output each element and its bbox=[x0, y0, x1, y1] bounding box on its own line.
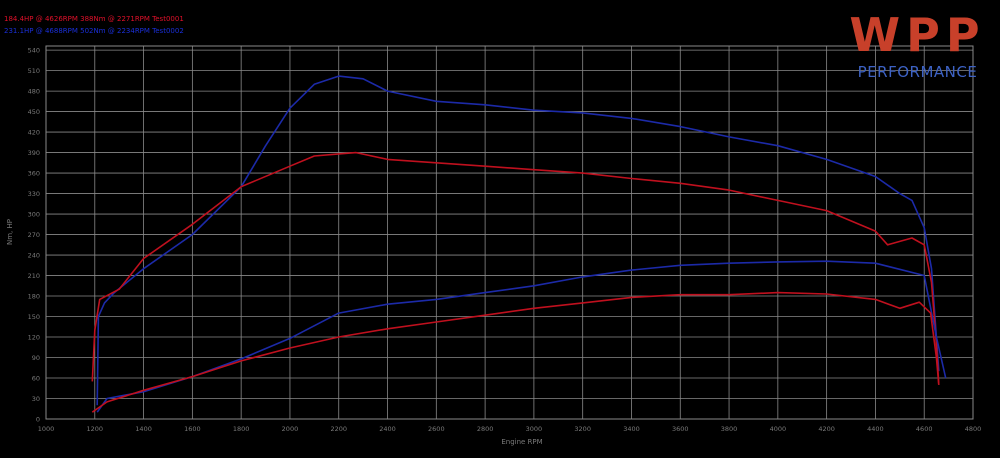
x-tick-label: 1200 bbox=[87, 425, 104, 433]
x-tick-label: 4400 bbox=[867, 425, 884, 433]
y-tick-label: 210 bbox=[28, 272, 40, 280]
x-axis-label: Engine RPM bbox=[501, 438, 542, 446]
x-tick-label: 2600 bbox=[428, 425, 445, 433]
wpp-performance-logo: WPP PERFORMANCE bbox=[845, 10, 990, 82]
x-tick-label: 1000 bbox=[38, 425, 55, 433]
x-tick-label: 1800 bbox=[233, 425, 250, 433]
legend-run-2: 231.1HP @ 4688RPM 502Nm @ 2234RPM Test00… bbox=[4, 27, 184, 35]
y-tick-label: 270 bbox=[28, 231, 40, 239]
y-tick-label: 510 bbox=[28, 67, 40, 75]
x-tick-label: 2800 bbox=[477, 425, 494, 433]
logo-subtitle: PERFORMANCE bbox=[857, 63, 978, 81]
y-tick-label: 390 bbox=[28, 149, 40, 157]
chart-grid bbox=[45, 45, 974, 420]
chart-series bbox=[91, 75, 947, 413]
y-tick-label: 0 bbox=[36, 416, 40, 424]
series-power-red bbox=[91, 291, 940, 413]
y-tick-label: 330 bbox=[28, 190, 40, 198]
y-tick-label: 150 bbox=[28, 313, 40, 321]
x-tick-label: 4000 bbox=[770, 425, 787, 433]
y-tick-label: 90 bbox=[32, 354, 40, 362]
chart-tick-labels: 1000 1200 1400 1600 1800 2000 2200 2400 2600 2800… bbox=[28, 47, 982, 433]
logo-wordmark: WPP bbox=[849, 8, 986, 62]
y-tick-label: 450 bbox=[28, 108, 40, 116]
x-tick-label: 1400 bbox=[135, 425, 152, 433]
y-tick-label: 180 bbox=[28, 293, 40, 301]
y-axis-label: Nm, HP bbox=[6, 219, 14, 245]
y-tick-label: 240 bbox=[28, 252, 40, 260]
x-tick-label: 2000 bbox=[282, 425, 299, 433]
y-tick-label: 300 bbox=[28, 211, 40, 219]
series-torque-blue bbox=[96, 75, 940, 406]
x-tick-label: 3800 bbox=[721, 425, 738, 433]
x-tick-label: 1600 bbox=[184, 425, 201, 433]
x-tick-label: 2200 bbox=[330, 425, 347, 433]
x-tick-label: 4600 bbox=[916, 425, 933, 433]
y-tick-label: 420 bbox=[28, 129, 40, 137]
x-tick-label: 3200 bbox=[574, 425, 591, 433]
plot-frame bbox=[45, 45, 974, 420]
x-tick-label: 3400 bbox=[623, 425, 640, 433]
series-torque-red bbox=[91, 151, 940, 385]
x-tick-label: 2400 bbox=[379, 425, 396, 433]
x-tick-label: 4200 bbox=[818, 425, 835, 433]
y-tick-label: 360 bbox=[28, 170, 40, 178]
x-tick-label: 3600 bbox=[672, 425, 689, 433]
legend-run-1: 184.4HP @ 4626RPM 388Nm @ 2271RPM Test00… bbox=[4, 15, 184, 23]
x-tick-label: 4800 bbox=[965, 425, 982, 433]
x-tick-label: 3000 bbox=[526, 425, 543, 433]
y-tick-label: 30 bbox=[32, 395, 40, 403]
y-tick-label: 60 bbox=[32, 375, 40, 383]
y-tick-label: 540 bbox=[28, 47, 40, 55]
y-tick-label: 120 bbox=[28, 334, 40, 342]
y-tick-label: 480 bbox=[28, 88, 40, 96]
